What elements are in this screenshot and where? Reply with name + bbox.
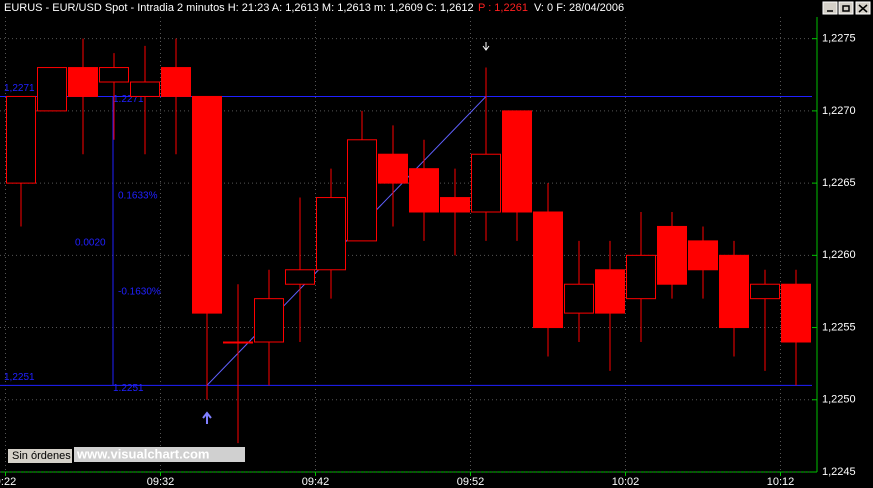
x-tick-label: 09:52 <box>457 476 485 488</box>
candle-body <box>440 197 470 213</box>
candle-body <box>688 240 718 271</box>
candle-body <box>533 211 563 329</box>
y-tick-label: 1,2260 <box>822 249 856 261</box>
candle-body <box>564 283 594 314</box>
x-tick-label: 9:22 <box>0 476 16 488</box>
x-tick-label: 10:02 <box>612 476 640 488</box>
candle-body <box>471 153 501 213</box>
y-tick-label: 1,2245 <box>822 466 856 478</box>
candle-body <box>68 67 98 97</box>
y-tick-label: 1,2275 <box>822 33 856 45</box>
level-label: 1.2271 <box>113 94 144 105</box>
candle-body <box>161 67 191 97</box>
candle-body <box>719 254 749 329</box>
candle-body <box>254 298 284 343</box>
annotation: 0.0020 <box>75 238 106 249</box>
candle-body <box>223 341 253 344</box>
button-icons <box>827 4 868 13</box>
site-box <box>74 447 245 462</box>
candle-body <box>781 283 811 343</box>
candle-body <box>409 168 439 213</box>
y-tick-label: 1,2250 <box>822 394 856 406</box>
candle-body <box>37 67 67 112</box>
annotation: -0.1630% <box>118 287 161 298</box>
annotation: 0.1633% <box>118 191 158 202</box>
window-buttons <box>822 1 871 15</box>
candle-body <box>316 197 346 271</box>
candle-body <box>347 139 377 242</box>
candle-body <box>6 95 36 184</box>
candle-body <box>502 110 532 213</box>
site-label: www.visualchart.com <box>76 446 209 461</box>
candle-body <box>99 67 129 83</box>
candle-body <box>657 225 687 285</box>
x-tick-label: 10:12 <box>767 476 795 488</box>
level-label: 1,2251 <box>4 372 35 383</box>
restore-button[interactable] <box>838 1 854 15</box>
candle-body <box>378 153 408 184</box>
header-title: EURUS - EUR/USD Spot - Intradia 2 minuto… <box>4 2 474 14</box>
header-price: P : 1,2261 <box>478 2 528 14</box>
trend-line <box>206 96 487 386</box>
x-tick-label: 09:32 <box>147 476 175 488</box>
x-tick-label: 09:42 <box>302 476 330 488</box>
candle-body <box>750 283 780 300</box>
sell-arrow <box>482 42 490 51</box>
candle-body <box>285 269 315 285</box>
y-tick-label: 1,2255 <box>822 321 856 333</box>
y-tick-label: 1,2265 <box>822 177 856 189</box>
y-tick-label: 1,2270 <box>822 105 856 117</box>
candle-body <box>130 81 160 97</box>
candle-body <box>192 95 222 314</box>
level-label: 1,2271 <box>4 83 35 94</box>
minimize-button[interactable] <box>822 1 838 15</box>
plot: 1,2245 1,2250 1,2255 1,2260 1,2265 1,2270 1,22… <box>0 17 856 488</box>
orders-button[interactable] <box>8 449 72 463</box>
candle-body <box>626 254 656 300</box>
candle-body <box>595 269 625 314</box>
header-tail: V: 0 F: 28/04/2006 <box>534 2 624 14</box>
buy-arrow <box>202 411 212 424</box>
orders-button-label: Sin órdenes <box>12 450 71 462</box>
level-label: 1.2251 <box>113 383 144 394</box>
